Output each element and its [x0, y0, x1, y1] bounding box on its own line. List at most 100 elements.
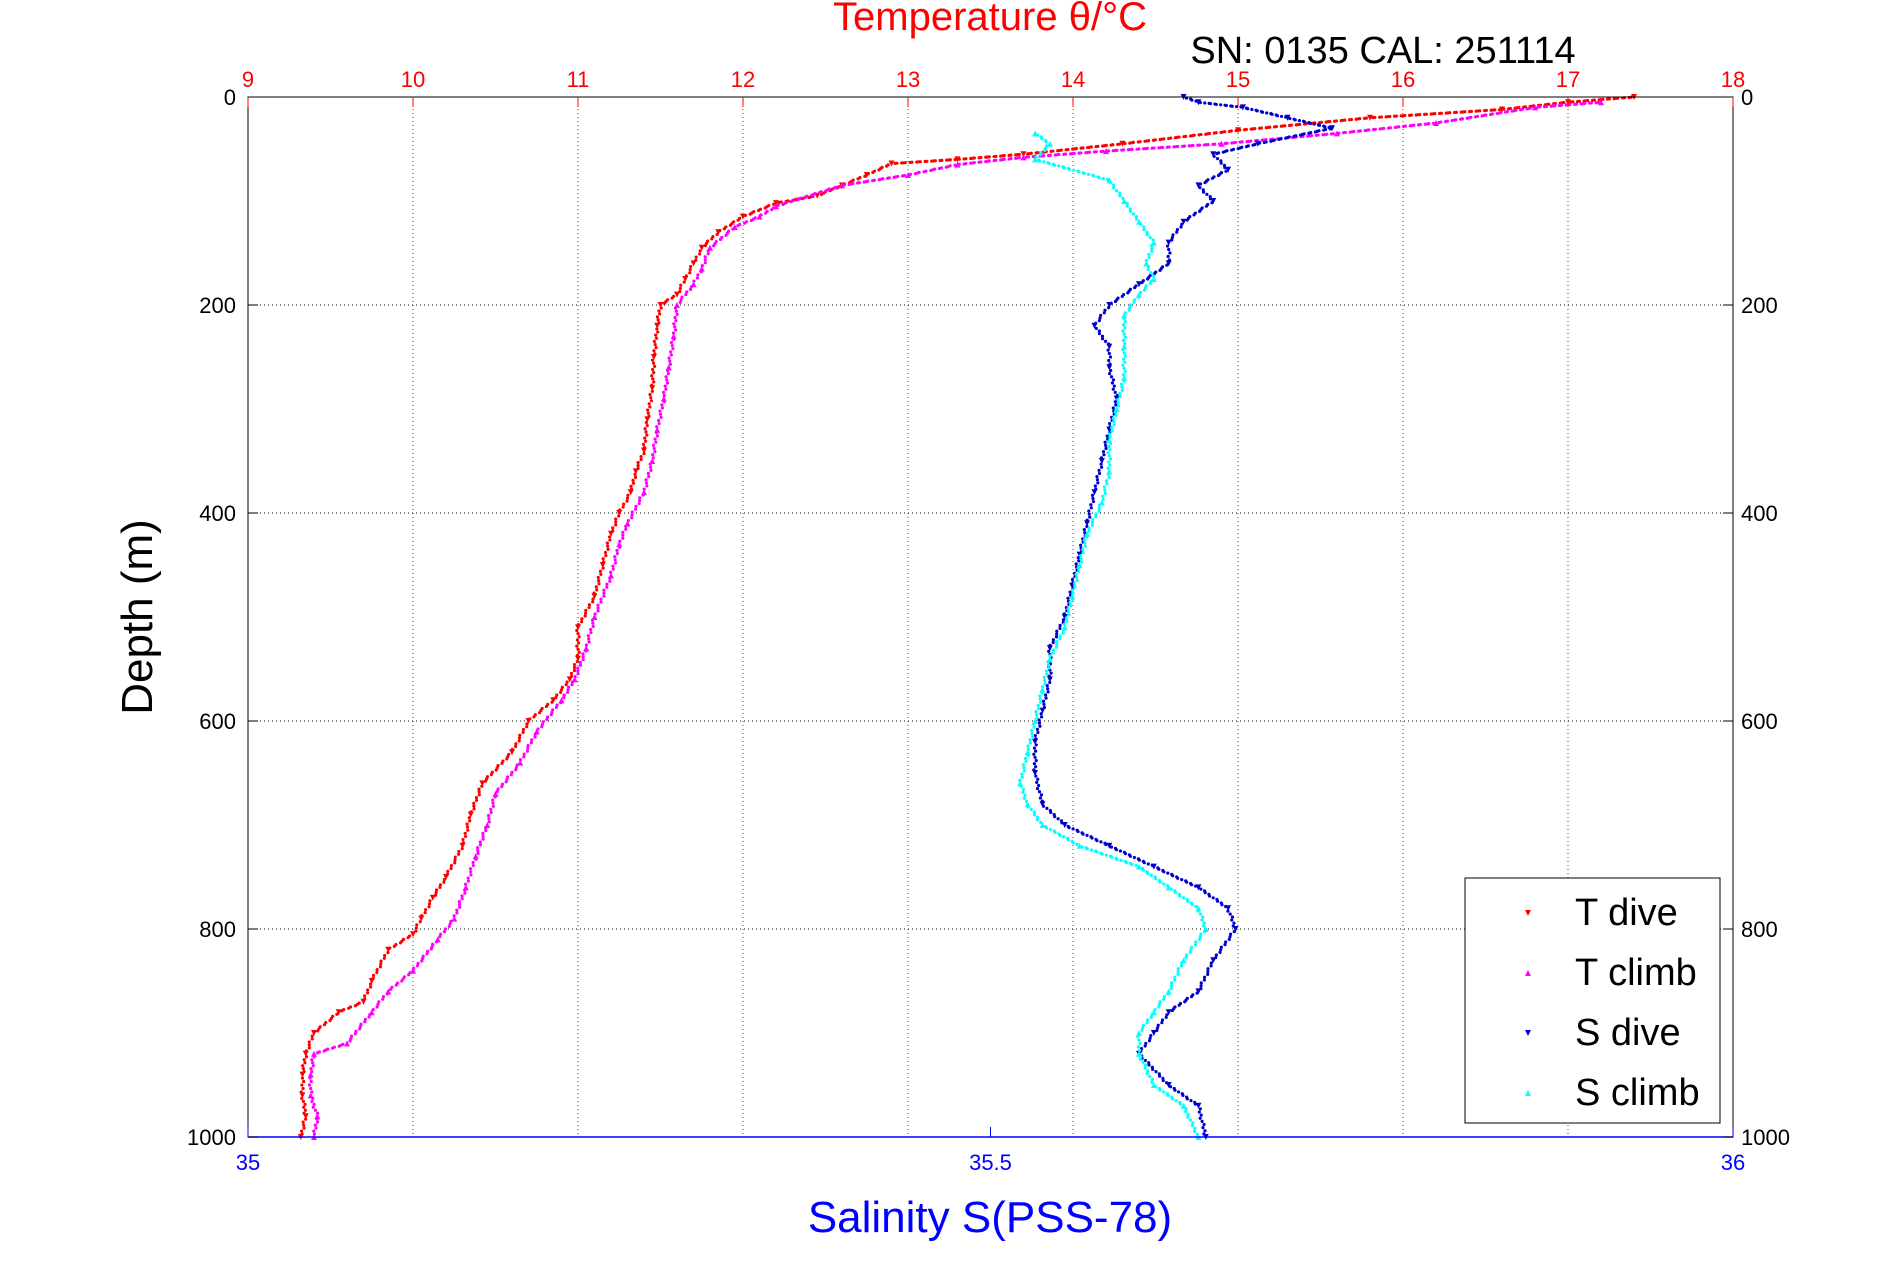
trace-dot — [584, 608, 588, 612]
trace-dot — [1169, 986, 1173, 991]
trace-dot — [335, 1012, 339, 1016]
trace-dot — [1120, 385, 1124, 389]
trace-dot — [1122, 379, 1126, 383]
trace-dot — [1058, 623, 1062, 628]
trace-dot — [368, 985, 373, 989]
data-point — [632, 468, 639, 475]
trace-dot — [1232, 921, 1236, 925]
data-point — [583, 645, 590, 652]
trace-dot — [1146, 862, 1150, 866]
trace-dot — [653, 364, 657, 368]
data-point — [1084, 520, 1091, 527]
data-point — [660, 395, 667, 402]
trace-dot — [1034, 710, 1038, 714]
trace-dot — [1314, 133, 1318, 137]
trace-dot — [1167, 136, 1171, 141]
trace-dot — [465, 822, 469, 826]
trace-dot — [1227, 937, 1231, 942]
trace-dot — [1058, 634, 1062, 638]
trace-dot — [1342, 131, 1346, 135]
trace-dot — [789, 200, 793, 204]
trace-dot — [1328, 127, 1332, 131]
trace-dot — [626, 493, 630, 497]
trace-dot — [1348, 130, 1352, 134]
trace-dot — [937, 166, 942, 171]
chart-subtitle: SN: 0135 CAL: 251114 — [1190, 30, 1575, 72]
trace-dot — [1151, 274, 1156, 278]
trace-dot — [1143, 1066, 1147, 1070]
trace-dot — [1075, 575, 1079, 580]
trace-dot — [659, 306, 663, 310]
data-point — [479, 780, 486, 787]
trace-dot — [1042, 675, 1046, 679]
trace-dot — [1292, 134, 1296, 138]
trace-dot — [689, 285, 694, 289]
trace-dot — [1137, 858, 1141, 862]
trace-dot — [1147, 252, 1151, 257]
trace-dot — [1489, 112, 1493, 117]
trace-dot — [1107, 358, 1111, 363]
trace-dot — [1076, 829, 1080, 834]
trace-dot — [1109, 845, 1114, 849]
trace-dot — [565, 680, 569, 684]
trace-dot — [1438, 111, 1442, 116]
data-point — [1046, 140, 1053, 147]
trace-dot — [1184, 1109, 1188, 1114]
trace-dot — [1157, 1002, 1162, 1007]
data-point — [888, 160, 895, 167]
trace-dot — [1371, 116, 1375, 120]
trace-dot — [649, 465, 653, 469]
trace-dot — [1195, 1132, 1199, 1136]
trace-dot — [1597, 98, 1601, 102]
trace-dot — [877, 168, 881, 172]
trace-dot — [363, 1017, 368, 1022]
trace-dot — [1061, 628, 1065, 632]
trace-dot — [1102, 485, 1106, 489]
x-top-tick-label: 11 — [567, 67, 590, 92]
trace-dot — [1107, 432, 1112, 436]
trace-dot — [1141, 1060, 1145, 1064]
trace-dot — [578, 660, 583, 664]
trace-dot — [663, 384, 667, 388]
trace-dot — [300, 1096, 304, 1100]
trace-dot — [1123, 335, 1127, 339]
trace-dot — [1158, 1000, 1162, 1004]
data-point — [1032, 718, 1039, 724]
trace-dot — [491, 801, 495, 805]
legend-marker — [1525, 1030, 1531, 1036]
trace-dot — [1104, 853, 1108, 857]
trace-dot — [1221, 150, 1225, 154]
trace-dot — [487, 820, 491, 824]
trace-dot — [1083, 531, 1087, 535]
data-point — [665, 364, 672, 371]
trace-dot — [1173, 975, 1177, 979]
trace-dot — [1243, 128, 1247, 132]
trace-dot — [1067, 167, 1072, 171]
trace-dot — [431, 942, 435, 946]
trace-dot — [457, 849, 461, 854]
trace-dot — [1143, 139, 1147, 143]
trace-dot — [992, 159, 996, 163]
data-point — [1136, 863, 1142, 870]
trace-dot — [606, 544, 610, 548]
data-point — [1061, 822, 1068, 828]
trace-dot — [655, 434, 660, 438]
trace-dot — [1090, 836, 1094, 840]
trace-dot — [1038, 724, 1042, 728]
trace-dot — [1034, 743, 1038, 747]
trace-dot — [666, 368, 670, 373]
trace-dot — [1138, 1048, 1142, 1052]
data-point — [1143, 260, 1150, 267]
trace-dot — [458, 905, 462, 909]
data-point — [418, 915, 425, 922]
data-point — [1032, 738, 1039, 745]
trace-dot — [304, 1055, 309, 1059]
trace-dot — [1121, 329, 1125, 333]
trace-dot — [1612, 97, 1616, 101]
trace-dot — [1149, 271, 1153, 275]
trace-dot — [1170, 1008, 1174, 1013]
trace-dot — [1022, 796, 1026, 800]
trace-dot — [1108, 463, 1112, 467]
trace-dot — [944, 165, 948, 169]
trace-dot — [1270, 112, 1274, 116]
